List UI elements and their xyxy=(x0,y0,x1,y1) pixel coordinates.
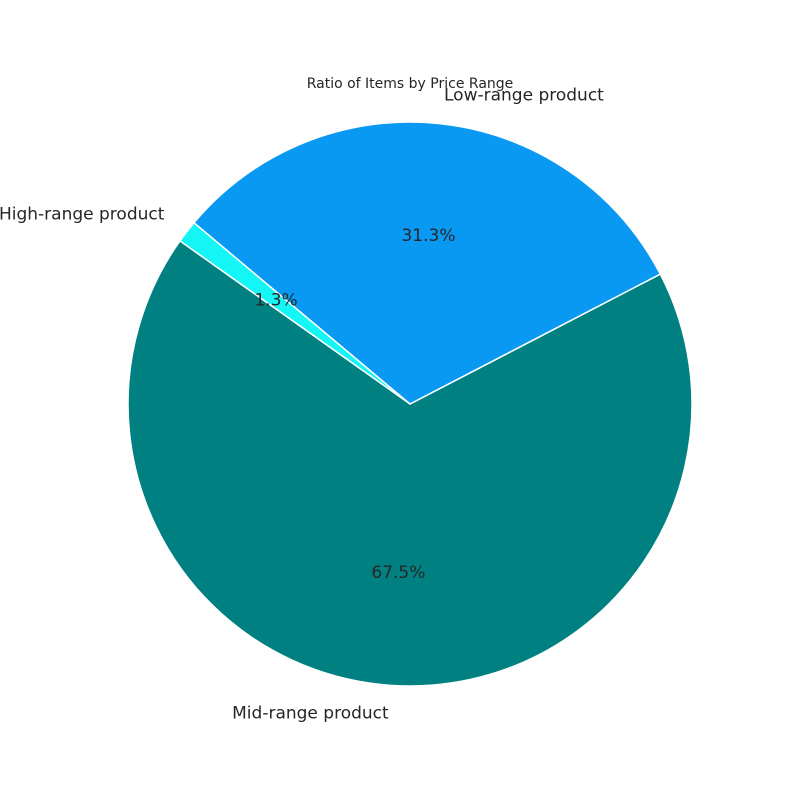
pie-slice-mid-range-product xyxy=(127,240,693,687)
slice-percent-mid-range-product: 67.5% xyxy=(371,563,425,583)
slice-label-low-range-product: Low-range product xyxy=(444,86,604,106)
slice-label-mid-range-product: Mid-range product xyxy=(232,704,389,724)
pie-labels: High-range product 1.3% Mid-range product 6… xyxy=(0,86,604,724)
pie-slices xyxy=(127,121,693,687)
slice-label-high-range-product: High-range product xyxy=(0,205,165,225)
slice-percent-low-range-product: 31.3% xyxy=(401,226,455,246)
chart-title: Ratio of Items by Price Range xyxy=(307,76,514,92)
pie-slice-low-range-product xyxy=(193,121,662,405)
slice-percent-high-range-product: 1.3% xyxy=(254,291,297,311)
